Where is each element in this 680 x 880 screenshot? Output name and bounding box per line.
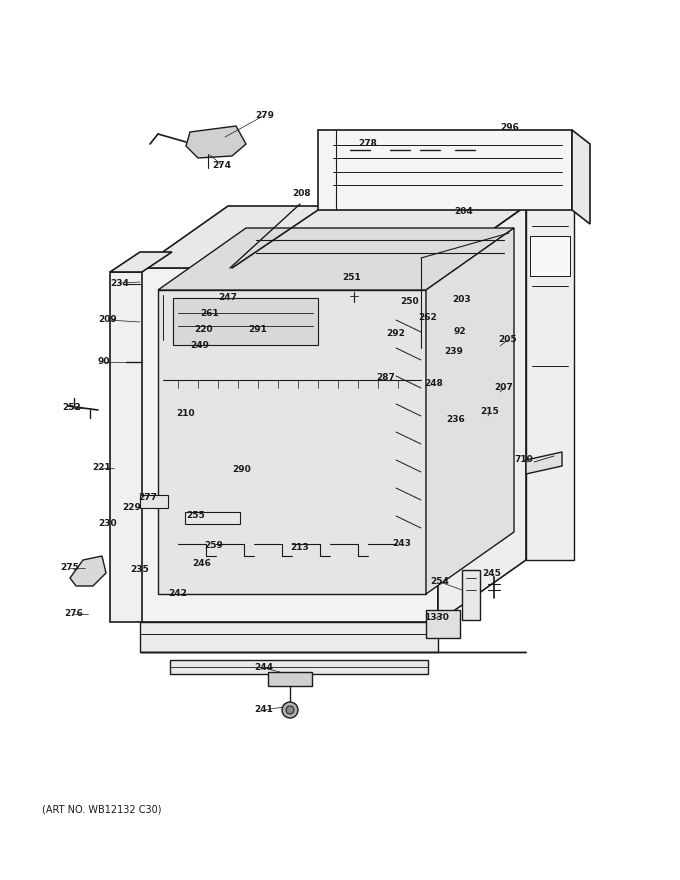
Text: 710: 710 (515, 456, 533, 465)
Text: 259: 259 (205, 541, 224, 551)
Polygon shape (462, 570, 480, 620)
Polygon shape (530, 236, 570, 276)
Polygon shape (572, 130, 590, 224)
Circle shape (139, 521, 157, 539)
Polygon shape (158, 290, 426, 594)
Circle shape (87, 567, 97, 577)
Text: 213: 213 (290, 544, 309, 553)
Text: 208: 208 (292, 188, 311, 197)
Polygon shape (110, 272, 142, 622)
Text: 220: 220 (194, 326, 214, 334)
Text: 261: 261 (201, 310, 220, 319)
Text: 221: 221 (92, 464, 112, 473)
Circle shape (348, 280, 360, 292)
Text: 235: 235 (131, 566, 150, 575)
Text: 209: 209 (99, 316, 118, 325)
Polygon shape (426, 610, 460, 638)
Circle shape (304, 244, 312, 252)
Text: 205: 205 (498, 335, 517, 344)
Polygon shape (158, 228, 514, 290)
Polygon shape (140, 268, 438, 622)
Polygon shape (426, 228, 514, 594)
Text: 255: 255 (186, 511, 205, 520)
Polygon shape (318, 130, 572, 210)
Circle shape (119, 359, 125, 365)
Text: 90: 90 (98, 357, 110, 366)
Polygon shape (140, 622, 438, 652)
Text: 292: 292 (386, 329, 405, 339)
Polygon shape (526, 206, 574, 560)
Text: 1330: 1330 (424, 613, 448, 622)
Polygon shape (70, 556, 106, 586)
Polygon shape (185, 512, 240, 524)
Text: 229: 229 (122, 503, 141, 512)
Circle shape (144, 526, 152, 534)
Text: 241: 241 (254, 706, 273, 715)
Polygon shape (268, 672, 312, 686)
Text: 252: 252 (63, 404, 82, 413)
Text: 277: 277 (139, 494, 158, 502)
Circle shape (489, 567, 499, 577)
Circle shape (115, 465, 121, 471)
Text: 210: 210 (177, 409, 195, 419)
Text: 276: 276 (65, 610, 84, 619)
Text: 203: 203 (453, 296, 471, 304)
Text: 244: 244 (254, 664, 273, 672)
Text: 251: 251 (343, 274, 361, 282)
Text: 250: 250 (401, 297, 420, 306)
Polygon shape (170, 660, 428, 674)
Text: 243: 243 (392, 539, 411, 548)
Circle shape (132, 514, 164, 546)
Polygon shape (140, 206, 526, 268)
Text: 248: 248 (424, 379, 443, 388)
Polygon shape (140, 495, 168, 508)
Text: 204: 204 (455, 208, 473, 216)
Text: 215: 215 (481, 407, 499, 416)
Text: 274: 274 (212, 160, 231, 170)
Text: 262: 262 (419, 313, 437, 322)
Text: 246: 246 (192, 560, 211, 568)
Polygon shape (438, 206, 526, 622)
Text: 278: 278 (358, 138, 377, 148)
Text: 239: 239 (445, 348, 464, 356)
Polygon shape (526, 452, 562, 474)
Circle shape (213, 139, 223, 149)
Text: 242: 242 (169, 590, 188, 598)
Circle shape (227, 133, 233, 139)
Text: 287: 287 (377, 373, 396, 383)
Text: 236: 236 (447, 415, 465, 424)
Polygon shape (110, 252, 172, 272)
Polygon shape (186, 126, 246, 158)
Text: 245: 245 (483, 569, 501, 578)
Circle shape (286, 706, 294, 714)
Text: 207: 207 (494, 384, 513, 392)
Text: 234: 234 (111, 278, 129, 288)
Text: 290: 290 (233, 466, 252, 474)
Text: (ART NO. WB12132 C30): (ART NO. WB12132 C30) (42, 805, 162, 815)
Text: 279: 279 (256, 111, 275, 120)
Circle shape (282, 702, 298, 718)
Text: 247: 247 (218, 294, 237, 303)
Text: 296: 296 (500, 123, 520, 133)
Polygon shape (173, 298, 318, 345)
Text: 275: 275 (61, 563, 80, 573)
Text: 249: 249 (190, 341, 209, 350)
Text: 291: 291 (249, 326, 267, 334)
Text: 254: 254 (430, 577, 449, 586)
Text: 92: 92 (454, 327, 466, 336)
Text: 230: 230 (99, 519, 118, 529)
